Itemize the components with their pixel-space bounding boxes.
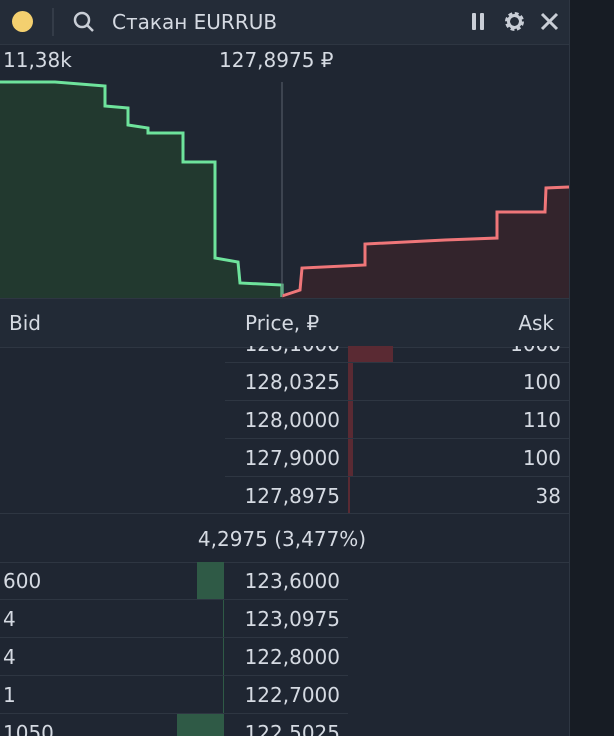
ask-header: Ask <box>518 311 554 335</box>
price-header: Price, ₽ <box>245 311 320 335</box>
bid-price: 123,0975 <box>244 607 340 631</box>
settings-button[interactable] <box>503 10 526 33</box>
ask-price: 127,9000 <box>244 446 340 470</box>
ask-qty: 1000 <box>510 346 561 356</box>
spread: 4,2975 (3,477%) <box>197 527 367 551</box>
ask-row: 128,1000 1000 <box>225 346 569 363</box>
ask-price: 128,1000 <box>245 346 340 356</box>
bid-qty: 1 <box>3 683 16 707</box>
spread-row: 4,2975 (3,477%) <box>0 513 569 563</box>
bid-line <box>0 80 284 297</box>
divider <box>52 8 54 36</box>
ask-volume-bar <box>348 346 393 362</box>
ask-row: 127,8975 38 <box>225 477 569 513</box>
bid-row: 1050 122,5025 <box>0 714 348 736</box>
bid-volume-bar <box>223 676 224 713</box>
bid-qty: 4 <box>3 645 16 669</box>
ask-volume-bar <box>348 439 353 476</box>
ask-price: 127,8975 <box>244 484 340 508</box>
ask-area <box>282 187 569 298</box>
order-book-panel: Стакан EURRUB 11,38k 127,8975 ₽ Bid Pric… <box>0 0 570 736</box>
search-icon[interactable] <box>72 10 96 34</box>
bid-row: 4 123,0975 <box>0 600 348 638</box>
close-button[interactable] <box>539 11 560 32</box>
bid-volume-bar <box>197 562 224 599</box>
bid-price: 122,5025 <box>244 721 340 736</box>
bid-row: 1 122,7000 <box>0 676 348 714</box>
ask-line <box>281 185 569 298</box>
ask-price: 128,0000 <box>244 408 340 432</box>
bid-volume-bar <box>223 638 224 675</box>
ask-volume-bar <box>348 477 350 513</box>
ask-price: 128,0325 <box>244 370 340 394</box>
bid-header: Bid <box>9 311 41 335</box>
bid-price: 122,7000 <box>244 683 340 707</box>
bid-volume-bar <box>176 714 224 736</box>
bid-qty: 1050 <box>3 721 54 736</box>
ask-row: 128,0000 110 <box>225 401 569 439</box>
title: Стакан EURRUB <box>112 10 278 34</box>
bid-qty: 4 <box>3 607 16 631</box>
bid-row: 600 123,6000 <box>0 562 348 600</box>
ask-qty: 100 <box>522 370 561 394</box>
bid-qty: 600 <box>3 569 42 593</box>
bid-area <box>0 82 282 298</box>
bid-price: 123,6000 <box>244 569 340 593</box>
status-dot[interactable] <box>12 11 33 32</box>
ask-volume-bar <box>348 401 353 438</box>
table-header: Bid Price, ₽ Ask <box>0 298 569 348</box>
ask-qty: 38 <box>535 484 561 508</box>
header: Стакан EURRUB <box>0 0 569 45</box>
price-label: 127,8975 ₽ <box>219 48 334 72</box>
bid-price: 122,8000 <box>244 645 340 669</box>
volume-label: 11,38k <box>3 48 72 72</box>
bid-rows: 600 123,6000 4 123,0975 4 122,8000 1 122,7000 10… <box>0 562 569 736</box>
ask-rows: 128,1000 1000 128,0325 100 128,0000 110 127,90… <box>0 346 569 513</box>
ask-volume-bar <box>348 363 353 400</box>
pause-button[interactable] <box>469 11 489 33</box>
bid-volume-bar <box>223 600 224 637</box>
ask-row: 128,0325 100 <box>225 363 569 401</box>
ask-row: 127,9000 100 <box>225 439 569 477</box>
bid-row: 4 122,8000 <box>0 638 348 676</box>
ask-qty: 110 <box>522 408 561 432</box>
depth-chart <box>0 80 569 298</box>
ask-qty: 100 <box>522 446 561 470</box>
